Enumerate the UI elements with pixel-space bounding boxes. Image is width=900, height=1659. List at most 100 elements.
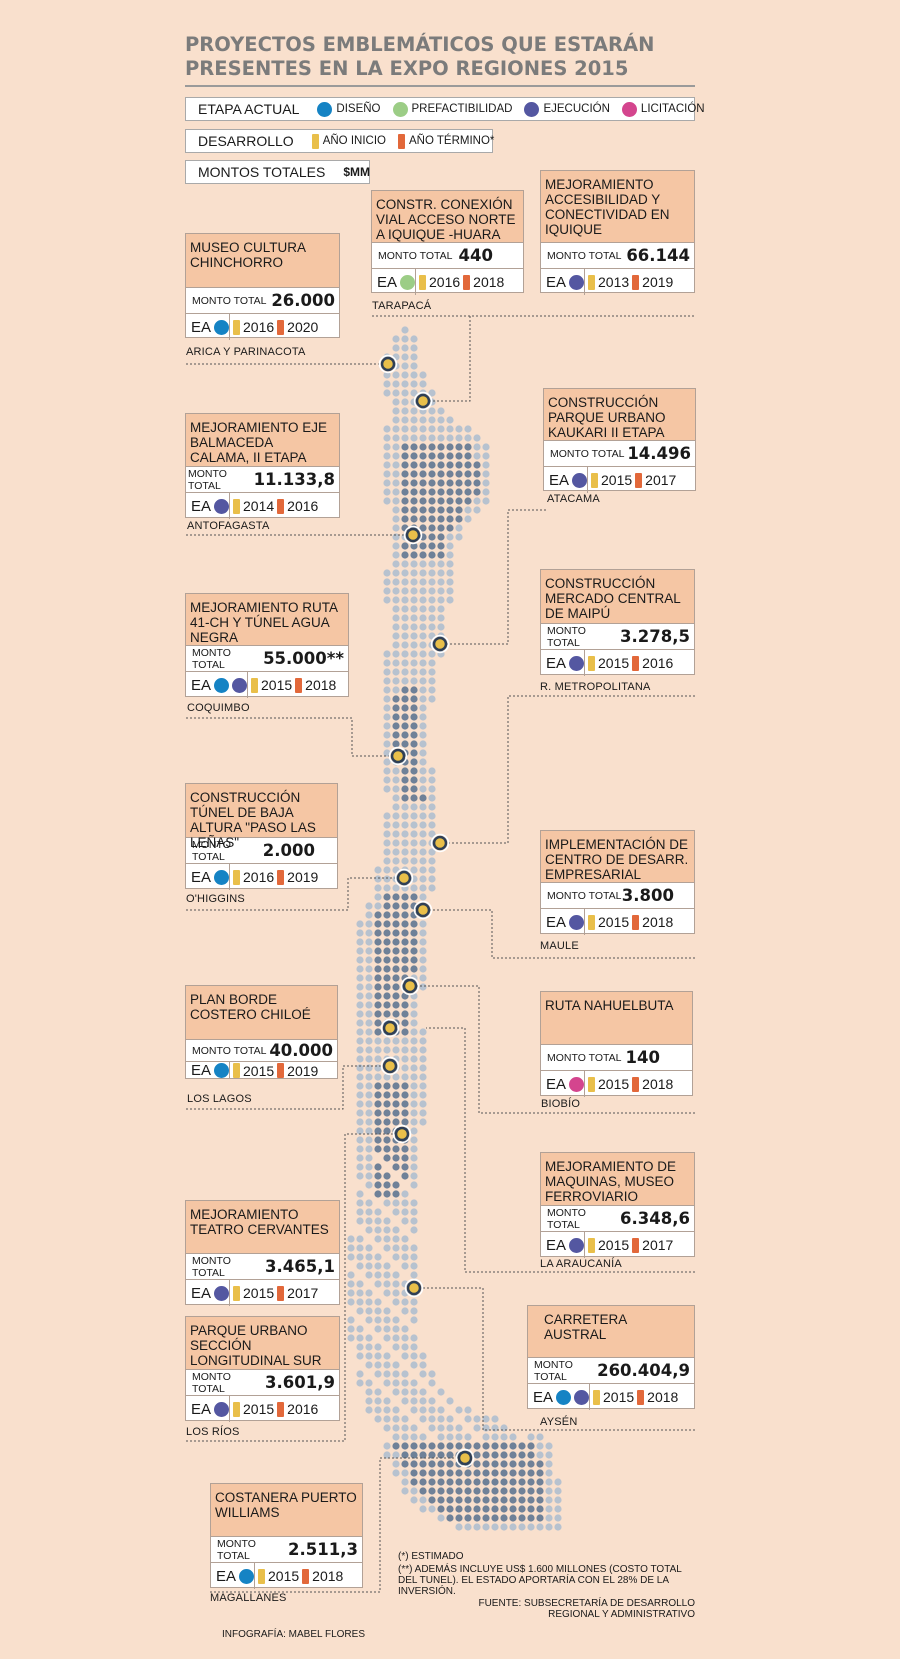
map-dot: [383, 1127, 391, 1135]
map-dot: [473, 506, 481, 514]
map-dot: [410, 938, 418, 946]
map-dot: [428, 857, 436, 865]
project-title: CONSTRUCCIÓN TÚNEL DE BAJA ALTURA "PASO …: [186, 784, 337, 850]
map-dot: [419, 1433, 427, 1441]
map-dot: [410, 1091, 418, 1099]
map-dot: [455, 524, 463, 532]
map-dot: [392, 1424, 400, 1432]
map-dot: [446, 470, 454, 478]
map-dot: [401, 1487, 409, 1495]
map-dot: [455, 533, 463, 541]
map-dot: [365, 1334, 373, 1342]
map-dot: [446, 533, 454, 541]
map-dot: [401, 542, 409, 550]
map-dot: [428, 812, 436, 820]
map-dot: [464, 1523, 472, 1531]
map-dot: [419, 938, 427, 946]
map-dot: [482, 1469, 490, 1477]
region-label-ohiggins: O'HIGGINS: [186, 893, 245, 905]
map-dot: [365, 1388, 373, 1396]
map-dot: [554, 1478, 562, 1486]
map-dot: [383, 947, 391, 955]
map-dot: [383, 1100, 391, 1108]
map-dot: [518, 1478, 526, 1486]
map-dot: [401, 1118, 409, 1126]
map-dot: [446, 524, 454, 532]
map-dot: [392, 1226, 400, 1234]
map-dot: [518, 1514, 526, 1522]
map-dot: [392, 1046, 400, 1054]
map-dot: [491, 1451, 499, 1459]
year-start-icon: [311, 133, 319, 149]
map-dot: [365, 1010, 373, 1018]
map-dot: [410, 947, 418, 955]
map-dot: [374, 1190, 382, 1198]
project-location-marker-ring: [380, 1056, 400, 1076]
legend-etapa-label: ETAPA ACTUAL: [198, 101, 300, 117]
map-dot: [419, 785, 427, 793]
map-dot: [356, 1118, 364, 1126]
map-dot: [482, 497, 490, 505]
map-dot: [365, 929, 373, 937]
map-dot: [410, 407, 418, 415]
map-dot: [410, 488, 418, 496]
map-dot: [356, 1235, 364, 1243]
map-dot: [356, 1262, 364, 1270]
map-dot: [401, 1082, 409, 1090]
map-dot: [500, 1451, 508, 1459]
map-dot: [401, 1397, 409, 1405]
map-dot: [419, 947, 427, 955]
map-dot: [446, 1433, 454, 1441]
map-dot: [392, 641, 400, 649]
map-dot: [347, 1271, 355, 1279]
region-label-biobio: BIOBÍO: [541, 1098, 581, 1110]
map-dot: [419, 794, 427, 802]
map-dot: [383, 839, 391, 847]
purple-circle-icon: [524, 101, 540, 117]
map-dot: [374, 1208, 382, 1216]
map-dot: [347, 1280, 355, 1288]
map-dot: [428, 560, 436, 568]
map-dot: [401, 1190, 409, 1198]
map-dot: [419, 632, 427, 640]
map-dot: [410, 956, 418, 964]
map-dot: [428, 1469, 436, 1477]
map-dot: [401, 1208, 409, 1216]
map-dot: [392, 1010, 400, 1018]
map-dot: [419, 830, 427, 838]
map-dot: [374, 1325, 382, 1333]
map-dot: [473, 1424, 481, 1432]
map-dot: [410, 821, 418, 829]
map-dot: [347, 1298, 355, 1306]
map-dot: [356, 992, 364, 1000]
region-label-magallanes: MAGALLANES: [210, 1592, 287, 1604]
map-dot: [410, 965, 418, 973]
map-dot: [401, 1478, 409, 1486]
stage-diseno-icon: [556, 1389, 572, 1405]
footnote-adicional: (**) ADEMÁS INCLUYE US$ 1.600 MILLONES (…: [398, 1564, 682, 1597]
map-dot: [419, 542, 427, 550]
map-dot: [383, 722, 391, 730]
map-dot: [401, 1037, 409, 1045]
map-dot: [410, 1460, 418, 1468]
map-dot: [392, 1037, 400, 1045]
map-dot: [509, 1451, 517, 1459]
map-dot: [437, 1514, 445, 1522]
map-dot: [509, 1496, 517, 1504]
map-dot: [500, 1478, 508, 1486]
map-dot: [383, 1370, 391, 1378]
map-dot: [383, 830, 391, 838]
map-dot: [374, 1397, 382, 1405]
map-dot: [491, 1514, 499, 1522]
map-dot: [392, 659, 400, 667]
map-dot: [419, 695, 427, 703]
stage-ejecucion-icon: [569, 1237, 585, 1253]
map-dot: [500, 1505, 508, 1513]
year-end-icon: [277, 869, 285, 885]
map-dot: [473, 488, 481, 496]
map-dot: [365, 983, 373, 991]
year-start-icon: [593, 1389, 601, 1405]
map-dot: [446, 425, 454, 433]
map-dot: [374, 1370, 382, 1378]
map-dot: [392, 686, 400, 694]
